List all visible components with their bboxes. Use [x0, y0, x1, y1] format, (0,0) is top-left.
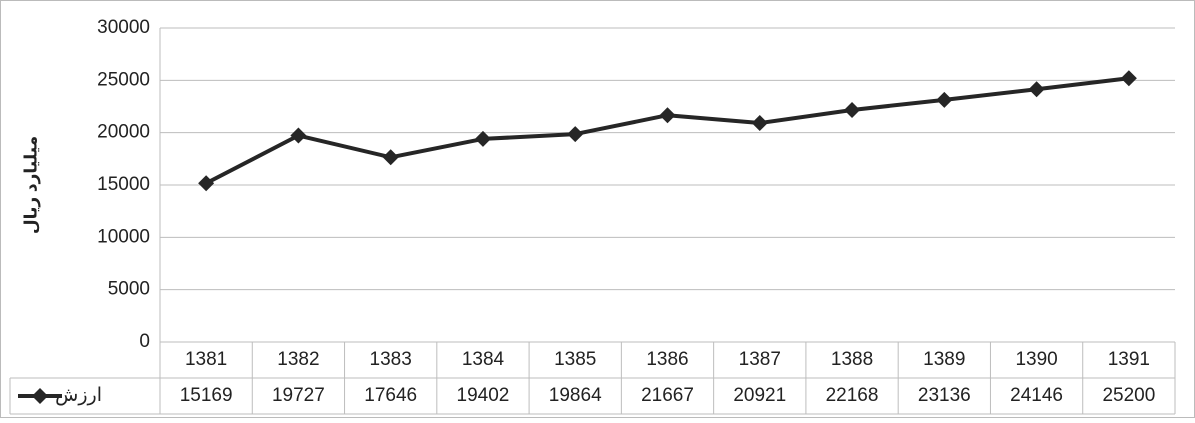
y-tick-label: 5000 [108, 279, 150, 300]
table-value: 23136 [918, 385, 971, 406]
table-value: 17646 [364, 385, 417, 406]
x-tick-label: 1383 [370, 349, 412, 370]
x-tick-label: 1387 [739, 349, 781, 370]
table-value: 19402 [457, 385, 510, 406]
page: {"chart_data": {"type": "line", "y_label… [0, 0, 1195, 423]
table-value: 15169 [180, 385, 233, 406]
x-tick-label: 1386 [646, 349, 688, 370]
y-axis-title: میلیارد ریال [21, 136, 40, 234]
x-tick-label: 1381 [185, 349, 227, 370]
table-value: 19864 [549, 385, 602, 406]
y-tick-label: 0 [139, 331, 150, 352]
y-tick-label: 20000 [97, 122, 150, 143]
table-value: 22168 [826, 385, 879, 406]
x-tick-label: 1391 [1108, 349, 1150, 370]
y-tick-label: 30000 [97, 17, 150, 38]
table-value: 21667 [641, 385, 694, 406]
x-tick-label: 1382 [277, 349, 319, 370]
table-value: 24146 [1010, 385, 1063, 406]
table-value: 19727 [272, 385, 325, 406]
legend-label: ارزش [55, 385, 102, 406]
table-value: 20921 [733, 385, 786, 406]
x-tick-label: 1390 [1015, 349, 1057, 370]
table-value: 25200 [1102, 385, 1155, 406]
x-tick-label: 1385 [554, 349, 596, 370]
x-tick-label: 1388 [831, 349, 873, 370]
y-tick-label: 15000 [97, 174, 150, 195]
y-tick-label: 10000 [97, 226, 150, 247]
x-tick-label: 1389 [923, 349, 965, 370]
chart: میلیارد ریال 0 5000 10000 15000 20000 25000 30… [0, 0, 1195, 418]
x-tick-label: 1384 [462, 349, 505, 370]
y-tick-label: 25000 [97, 69, 150, 90]
